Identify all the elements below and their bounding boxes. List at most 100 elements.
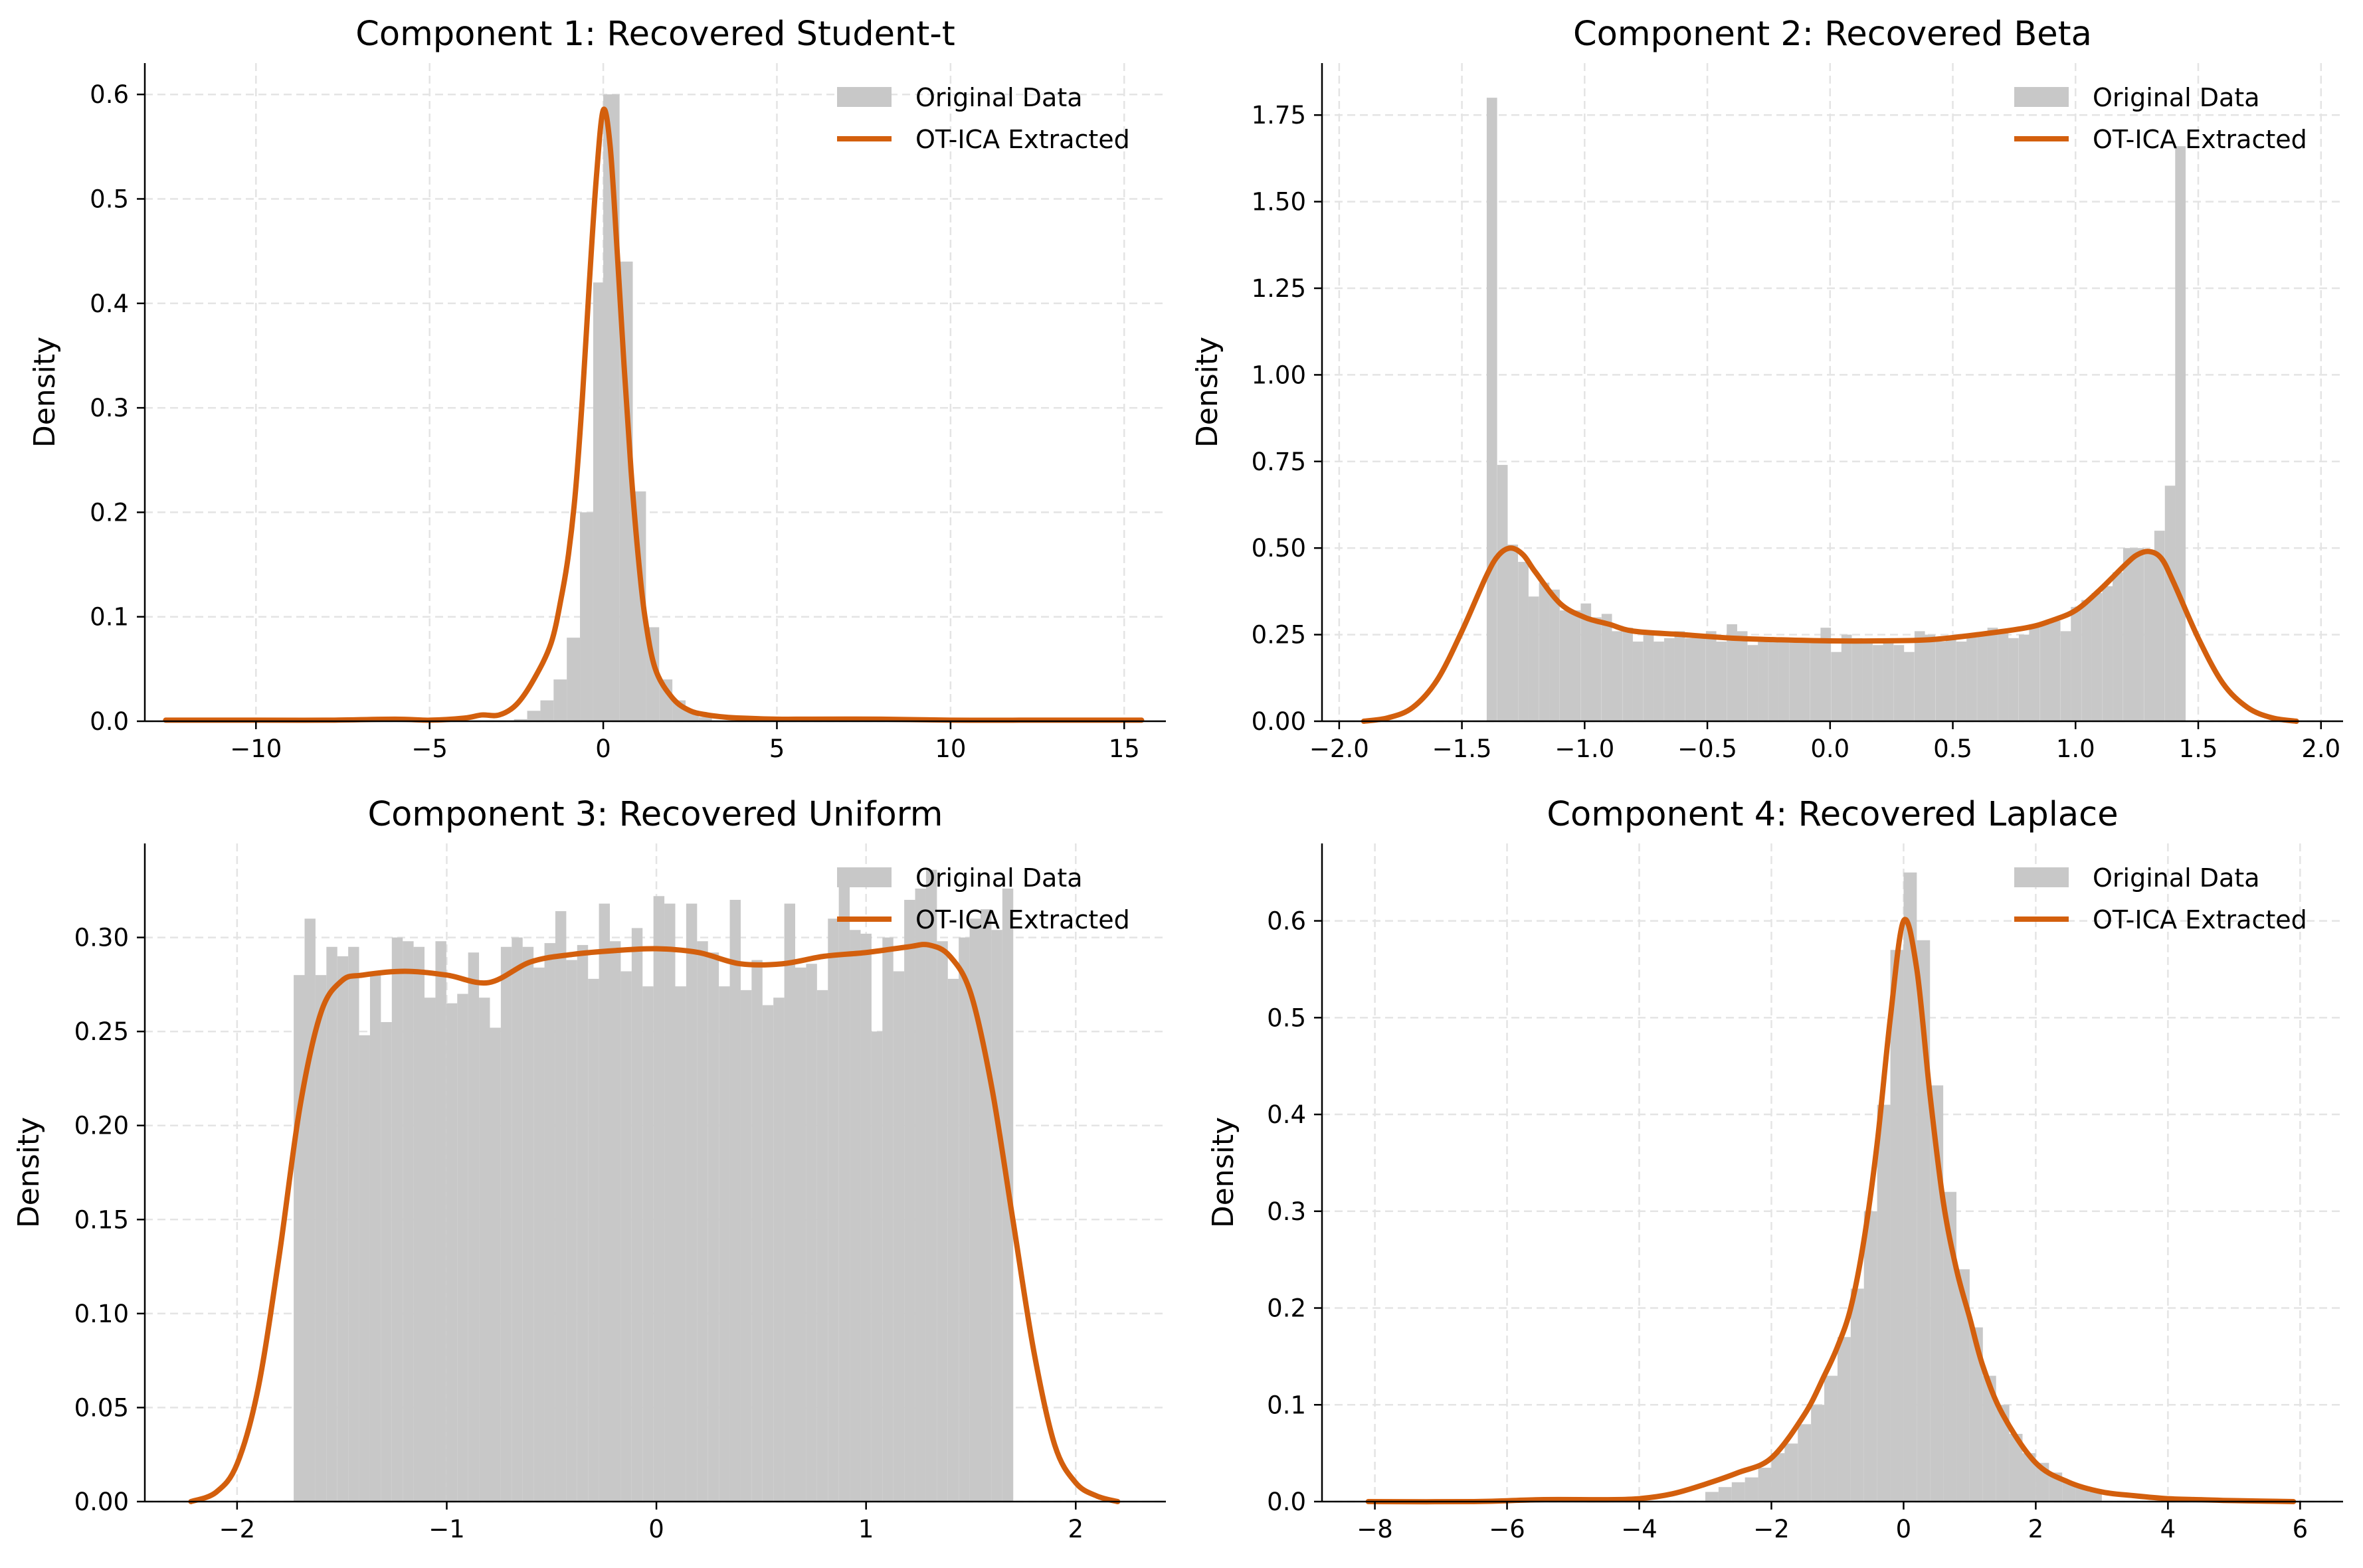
- y-tick-label: 1.25: [1252, 274, 1306, 303]
- x-tick-label: 15: [1109, 735, 1140, 763]
- x-tick-label: 2: [2028, 1515, 2044, 1543]
- kde-line-series: [1361, 545, 2299, 724]
- histogram-bar: [1731, 1482, 1745, 1502]
- histogram-bar: [937, 941, 948, 1502]
- y-tick-label: 0.6: [1267, 907, 1306, 936]
- histogram-bar: [1643, 631, 1654, 721]
- histogram-bar: [904, 899, 915, 1502]
- y-tick-label: 0.2: [90, 498, 129, 527]
- x-tick-label: 1: [858, 1515, 874, 1543]
- x-tick-label: −5: [411, 735, 448, 763]
- y-tick-label: 0.5: [90, 185, 129, 213]
- histogram-bar: [1956, 1269, 1970, 1502]
- y-axis-label: Density: [28, 337, 62, 448]
- histogram-bar: [413, 946, 425, 1502]
- histogram-bar: [544, 943, 555, 1502]
- histogram-bar: [1945, 638, 1956, 721]
- histogram-bar: [610, 941, 621, 1502]
- x-tick-label: 2.0: [2301, 735, 2340, 763]
- histogram-bar: [1877, 1104, 1891, 1502]
- chart-title: Component 2: Recovered Beta: [1573, 15, 2092, 54]
- histogram-bar: [871, 1031, 883, 1502]
- histogram-bar: [915, 888, 926, 1502]
- histogram-bar: [500, 946, 512, 1502]
- y-tick-label: 0.4: [90, 290, 129, 318]
- histogram-bar: [981, 909, 992, 1502]
- x-tick-label: 5: [769, 735, 785, 763]
- y-tick-label: 0.25: [1252, 621, 1306, 650]
- histogram-bar: [540, 700, 554, 721]
- y-axis-label: Density: [1190, 337, 1224, 448]
- histogram-bar: [925, 869, 937, 1502]
- y-tick-label: 0.30: [74, 924, 129, 952]
- histogram-bar: [2113, 572, 2123, 721]
- chart-title: Component 4: Recovered Laplace: [1547, 795, 2118, 834]
- histogram-bar: [1518, 562, 1529, 721]
- histogram-bar: [2018, 634, 2030, 721]
- histogram-bar: [850, 930, 861, 1502]
- y-tick-label: 0.25: [74, 1017, 129, 1046]
- legend-label: OT-ICA Extracted: [915, 125, 1130, 154]
- histogram-bar: [1549, 589, 1560, 721]
- histogram-bar: [337, 956, 349, 1502]
- histogram-bar: [1528, 596, 1539, 721]
- histogram-bar: [784, 903, 796, 1502]
- x-tick-label: 0: [595, 735, 611, 763]
- histogram-bar: [1674, 631, 1685, 721]
- y-tick-label: 0.15: [74, 1205, 129, 1234]
- histogram-bar: [1850, 1288, 1864, 1502]
- y-tick-label: 0.10: [74, 1300, 129, 1328]
- histogram-bar: [2009, 1433, 2023, 1502]
- x-tick-label: 10: [935, 735, 966, 763]
- x-tick-label: 0: [648, 1515, 664, 1543]
- histogram-bar: [729, 899, 741, 1502]
- histogram-bar: [1890, 950, 1904, 1502]
- legend-swatch-histogram: [837, 87, 892, 107]
- histogram-bar: [2060, 631, 2071, 721]
- histogram-bar: [893, 971, 905, 1502]
- x-tick-label: −6: [1489, 1515, 1525, 1543]
- x-tick-label: −10: [230, 735, 282, 763]
- histogram-bar: [1758, 1467, 1772, 1502]
- histogram-bar: [795, 967, 806, 1502]
- histogram-bar: [567, 638, 581, 721]
- histogram-bar: [435, 941, 446, 1502]
- histogram-bar: [773, 998, 785, 1502]
- histogram-bar: [1747, 645, 1758, 721]
- x-tick-label: 4: [2160, 1515, 2176, 1543]
- legend-label: Original Data: [915, 863, 1083, 893]
- histogram-bar: [1966, 634, 1977, 721]
- y-tick-label: 0.00: [74, 1488, 129, 1516]
- histogram-bar: [2175, 146, 2186, 721]
- y-tick-label: 0.0: [1267, 1488, 1306, 1516]
- legend: Original Data OT-ICA Extracted: [2014, 83, 2307, 154]
- histogram-bar: [1956, 642, 1967, 721]
- histogram-bar: [369, 975, 381, 1502]
- y-tick-label: 0.05: [74, 1393, 129, 1422]
- histogram-bar: [580, 512, 593, 721]
- y-axis-label: Density: [1206, 1117, 1240, 1228]
- chart-title: Component 1: Recovered Student-t: [355, 15, 955, 54]
- kde-line-series: [163, 106, 1145, 723]
- histogram-bar: [1837, 1337, 1851, 1502]
- histogram-bar: [697, 941, 708, 1502]
- histogram-bar: [566, 960, 577, 1502]
- histogram-bar: [1904, 652, 1915, 721]
- histogram-bar: [2088, 1492, 2102, 1502]
- histogram-bar: [588, 978, 599, 1502]
- x-tick-label: −1.0: [1555, 735, 1614, 763]
- histogram-bar: [882, 937, 894, 1502]
- histogram-bar: [1695, 638, 1706, 721]
- x-tick-label: 0: [1896, 1515, 1912, 1543]
- legend-label: OT-ICA Extracted: [2093, 905, 2307, 934]
- histogram-bar: [1789, 642, 1800, 721]
- histogram-bar: [1590, 617, 1602, 721]
- histogram-bar: [1612, 631, 1623, 721]
- histogram-bar: [1718, 1487, 1732, 1502]
- histogram-bar: [2102, 586, 2113, 721]
- histogram-bar: [1622, 628, 1633, 721]
- histogram-bar: [1811, 1405, 1825, 1502]
- y-tick-label: 0.4: [1267, 1100, 1306, 1129]
- histogram-bar: [838, 871, 850, 1502]
